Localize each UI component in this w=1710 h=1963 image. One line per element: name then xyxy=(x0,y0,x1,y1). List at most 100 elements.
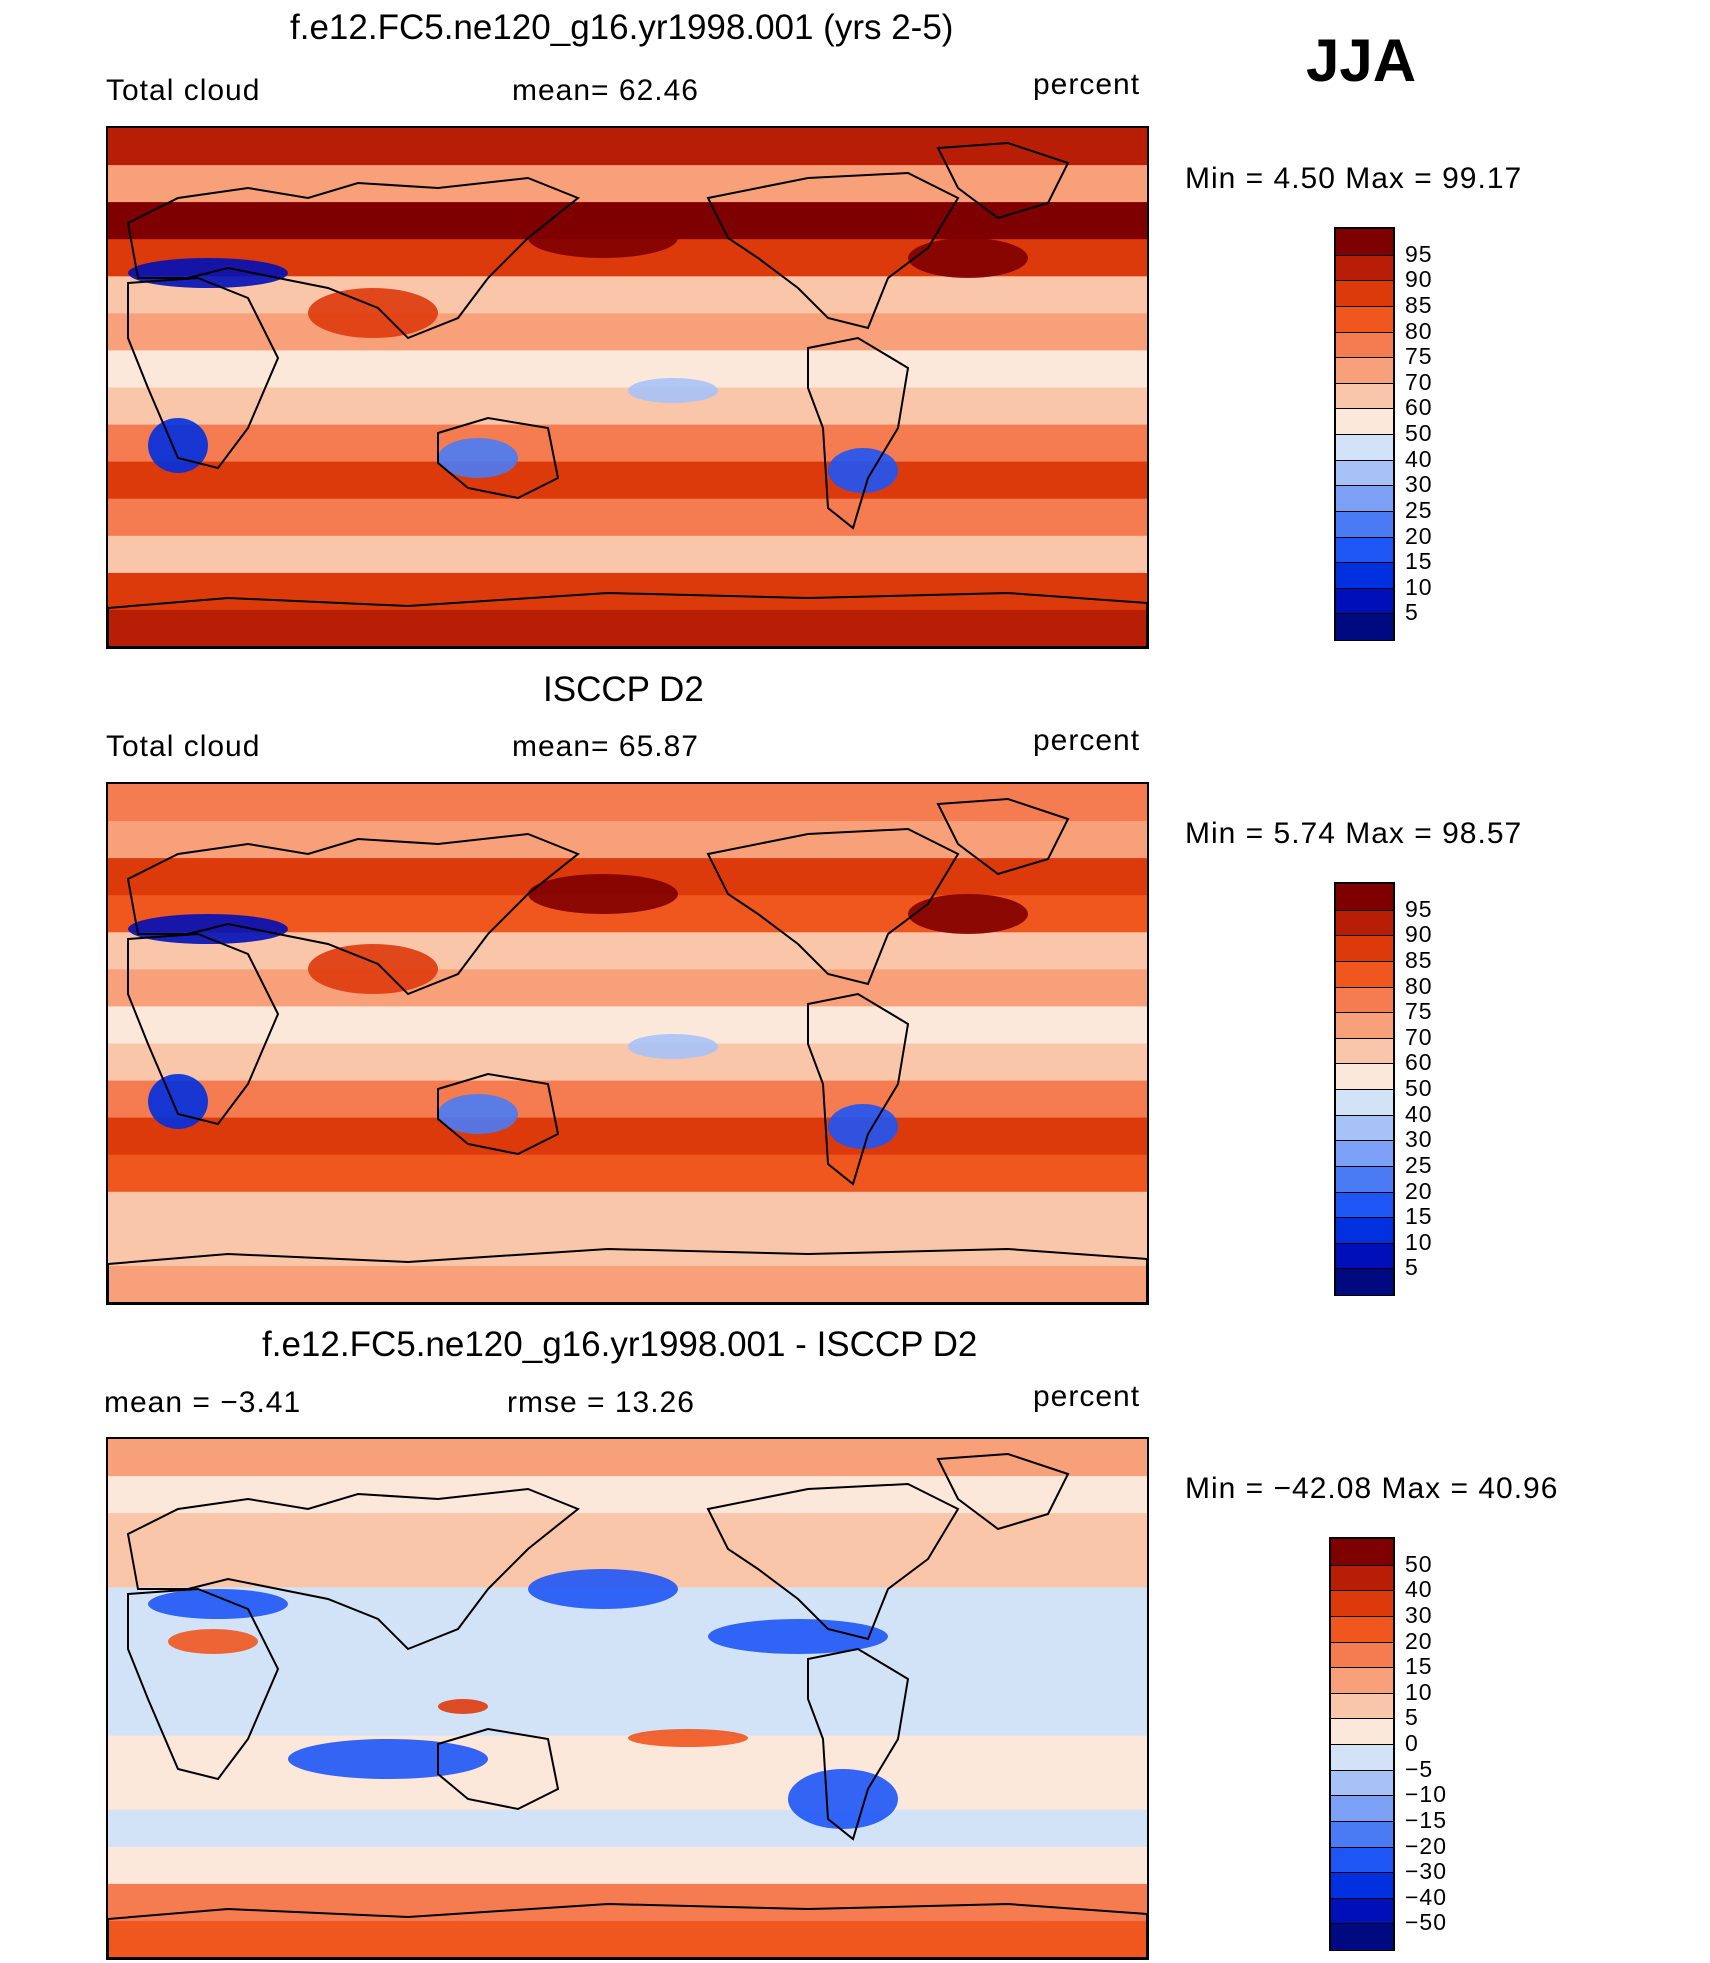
field-anomaly xyxy=(908,238,1028,278)
zonal-band xyxy=(108,1661,1147,1700)
colorbar-tick-label: 85 xyxy=(1405,291,1433,318)
zonal-band xyxy=(108,1191,1147,1230)
season-label: JJA xyxy=(1306,27,1417,94)
colorbar-tick-label: 50 xyxy=(1405,420,1433,446)
coastline xyxy=(936,1452,1070,1531)
colorbar-swatch xyxy=(1336,510,1393,538)
colorbar-swatch xyxy=(1336,1268,1393,1295)
colorbar-swatch xyxy=(1336,1012,1393,1039)
coastline xyxy=(126,176,580,340)
colorbar-swatch xyxy=(1331,1718,1393,1745)
field-anomaly xyxy=(628,1034,718,1059)
colorbar-swatch xyxy=(1336,1217,1393,1244)
colorbar-swatch xyxy=(1336,613,1393,640)
colorbar-tick-label: 40 xyxy=(1405,1576,1433,1603)
colorbar-tick-label: 20 xyxy=(1405,1177,1433,1204)
field-anomaly xyxy=(288,1739,488,1779)
colorbar-tick-label: 90 xyxy=(1405,921,1433,948)
zonal-band xyxy=(108,165,1147,204)
colorbar-swatch xyxy=(1331,1769,1393,1797)
field-anomaly xyxy=(148,418,208,473)
colorbar-tick-label: 50 xyxy=(1405,1550,1433,1577)
colorbar-swatch xyxy=(1336,536,1393,564)
field-anomaly xyxy=(528,218,678,258)
colorbar-tick-label: 30 xyxy=(1405,471,1433,498)
colorbar-tick-label: 60 xyxy=(1405,1049,1433,1076)
zonal-band xyxy=(108,1698,1147,1737)
zonal-band xyxy=(108,932,1147,971)
coastline xyxy=(706,171,960,330)
field-anomaly xyxy=(148,1074,208,1129)
colorbar-swatch xyxy=(1336,1165,1393,1193)
coastline xyxy=(936,141,1070,220)
colorbar-swatch xyxy=(1331,1692,1393,1720)
field-anomaly xyxy=(148,1589,288,1619)
zonal-band xyxy=(108,969,1147,1008)
colorbar-swatch xyxy=(1336,562,1393,589)
variable-label: Total cloud xyxy=(106,74,261,107)
colorbar-tick-label: 95 xyxy=(1405,240,1433,267)
colorbar-tick-label: 20 xyxy=(1405,1627,1433,1654)
colorbar-tick-label: 15 xyxy=(1405,548,1433,575)
colorbar-tick-label: 5 xyxy=(1405,1254,1419,1281)
zonal-band xyxy=(108,1228,1147,1267)
mean-label: mean= 65.87 xyxy=(512,730,699,763)
field-anomaly xyxy=(908,894,1028,934)
zonal-band xyxy=(108,1154,1147,1193)
zonal-band xyxy=(108,1439,1147,1478)
zonal-band xyxy=(108,1735,1147,1774)
zonal-band xyxy=(108,1883,1147,1922)
zonal-band xyxy=(108,1920,1147,1958)
zonal-band xyxy=(108,1772,1147,1811)
colorbar-tick-label: 75 xyxy=(1405,343,1433,370)
zonal-band xyxy=(108,1006,1147,1045)
rmse-label: rmse = 13.26 xyxy=(507,1386,695,1419)
colorbar-tick-label: 70 xyxy=(1405,1023,1433,1050)
colorbar-swatch xyxy=(1331,1564,1393,1592)
colorbar: 95 90 85 80 75 70 60 50 40 30 25 20 15 10 5 xyxy=(1334,227,1432,641)
colorbar-swatch xyxy=(1336,935,1393,962)
mean-label: mean = −3.41 xyxy=(104,1386,302,1419)
colorbar-tick-label: 25 xyxy=(1405,1151,1433,1178)
coastline xyxy=(437,1072,560,1156)
zonal-band xyxy=(108,424,1147,463)
map-svg xyxy=(108,784,1147,1303)
zonal-band xyxy=(108,387,1147,426)
field-anomaly xyxy=(828,448,898,493)
zonal-band xyxy=(108,1476,1147,1515)
variable-label: Total cloud xyxy=(106,730,261,763)
coastline xyxy=(706,1482,960,1641)
colorbar-tick-label: 60 xyxy=(1405,394,1433,421)
colorbar-tick-label: 95 xyxy=(1405,895,1433,922)
colorbar-swatch xyxy=(1336,1191,1393,1219)
panel-title: f.e12.FC5.ne120_g16.yr1998.001 - ISCCP D… xyxy=(262,1325,978,1364)
colorbar-tick-label: −15 xyxy=(1405,1806,1448,1833)
map-svg xyxy=(108,1439,1147,1958)
zonal-band xyxy=(108,535,1147,574)
map-plot xyxy=(106,1437,1149,1960)
colorbar-swatch xyxy=(1331,1539,1393,1565)
colorbar-swatch xyxy=(1336,1140,1393,1167)
colorbar-swatch xyxy=(1336,305,1393,333)
colorbar-swatch xyxy=(1331,1897,1393,1925)
coastline xyxy=(127,932,280,1126)
colorbar-swatch xyxy=(1336,459,1393,487)
field-anomaly xyxy=(828,1104,898,1149)
colorbar-swatch xyxy=(1331,1667,1393,1694)
zonal-band xyxy=(108,1513,1147,1552)
zonal-band xyxy=(108,276,1147,315)
colorbar-tick-label: 85 xyxy=(1405,946,1433,973)
units-label: percent xyxy=(1033,1380,1141,1413)
zonal-band xyxy=(108,821,1147,860)
colorbar-swatch xyxy=(1336,1114,1393,1142)
zonal-band xyxy=(108,1080,1147,1119)
map-plot xyxy=(106,126,1149,649)
colorbar-tick-label: −20 xyxy=(1405,1832,1448,1859)
colorbar-swatch xyxy=(1331,1744,1393,1771)
colorbar-tick-label: 0 xyxy=(1405,1730,1419,1756)
coastline xyxy=(108,1247,1147,1303)
colorbar-tick-label: 10 xyxy=(1405,1228,1433,1255)
zonal-band xyxy=(108,1265,1147,1303)
zonal-band xyxy=(108,572,1147,611)
colorbar-swatch xyxy=(1336,485,1393,512)
